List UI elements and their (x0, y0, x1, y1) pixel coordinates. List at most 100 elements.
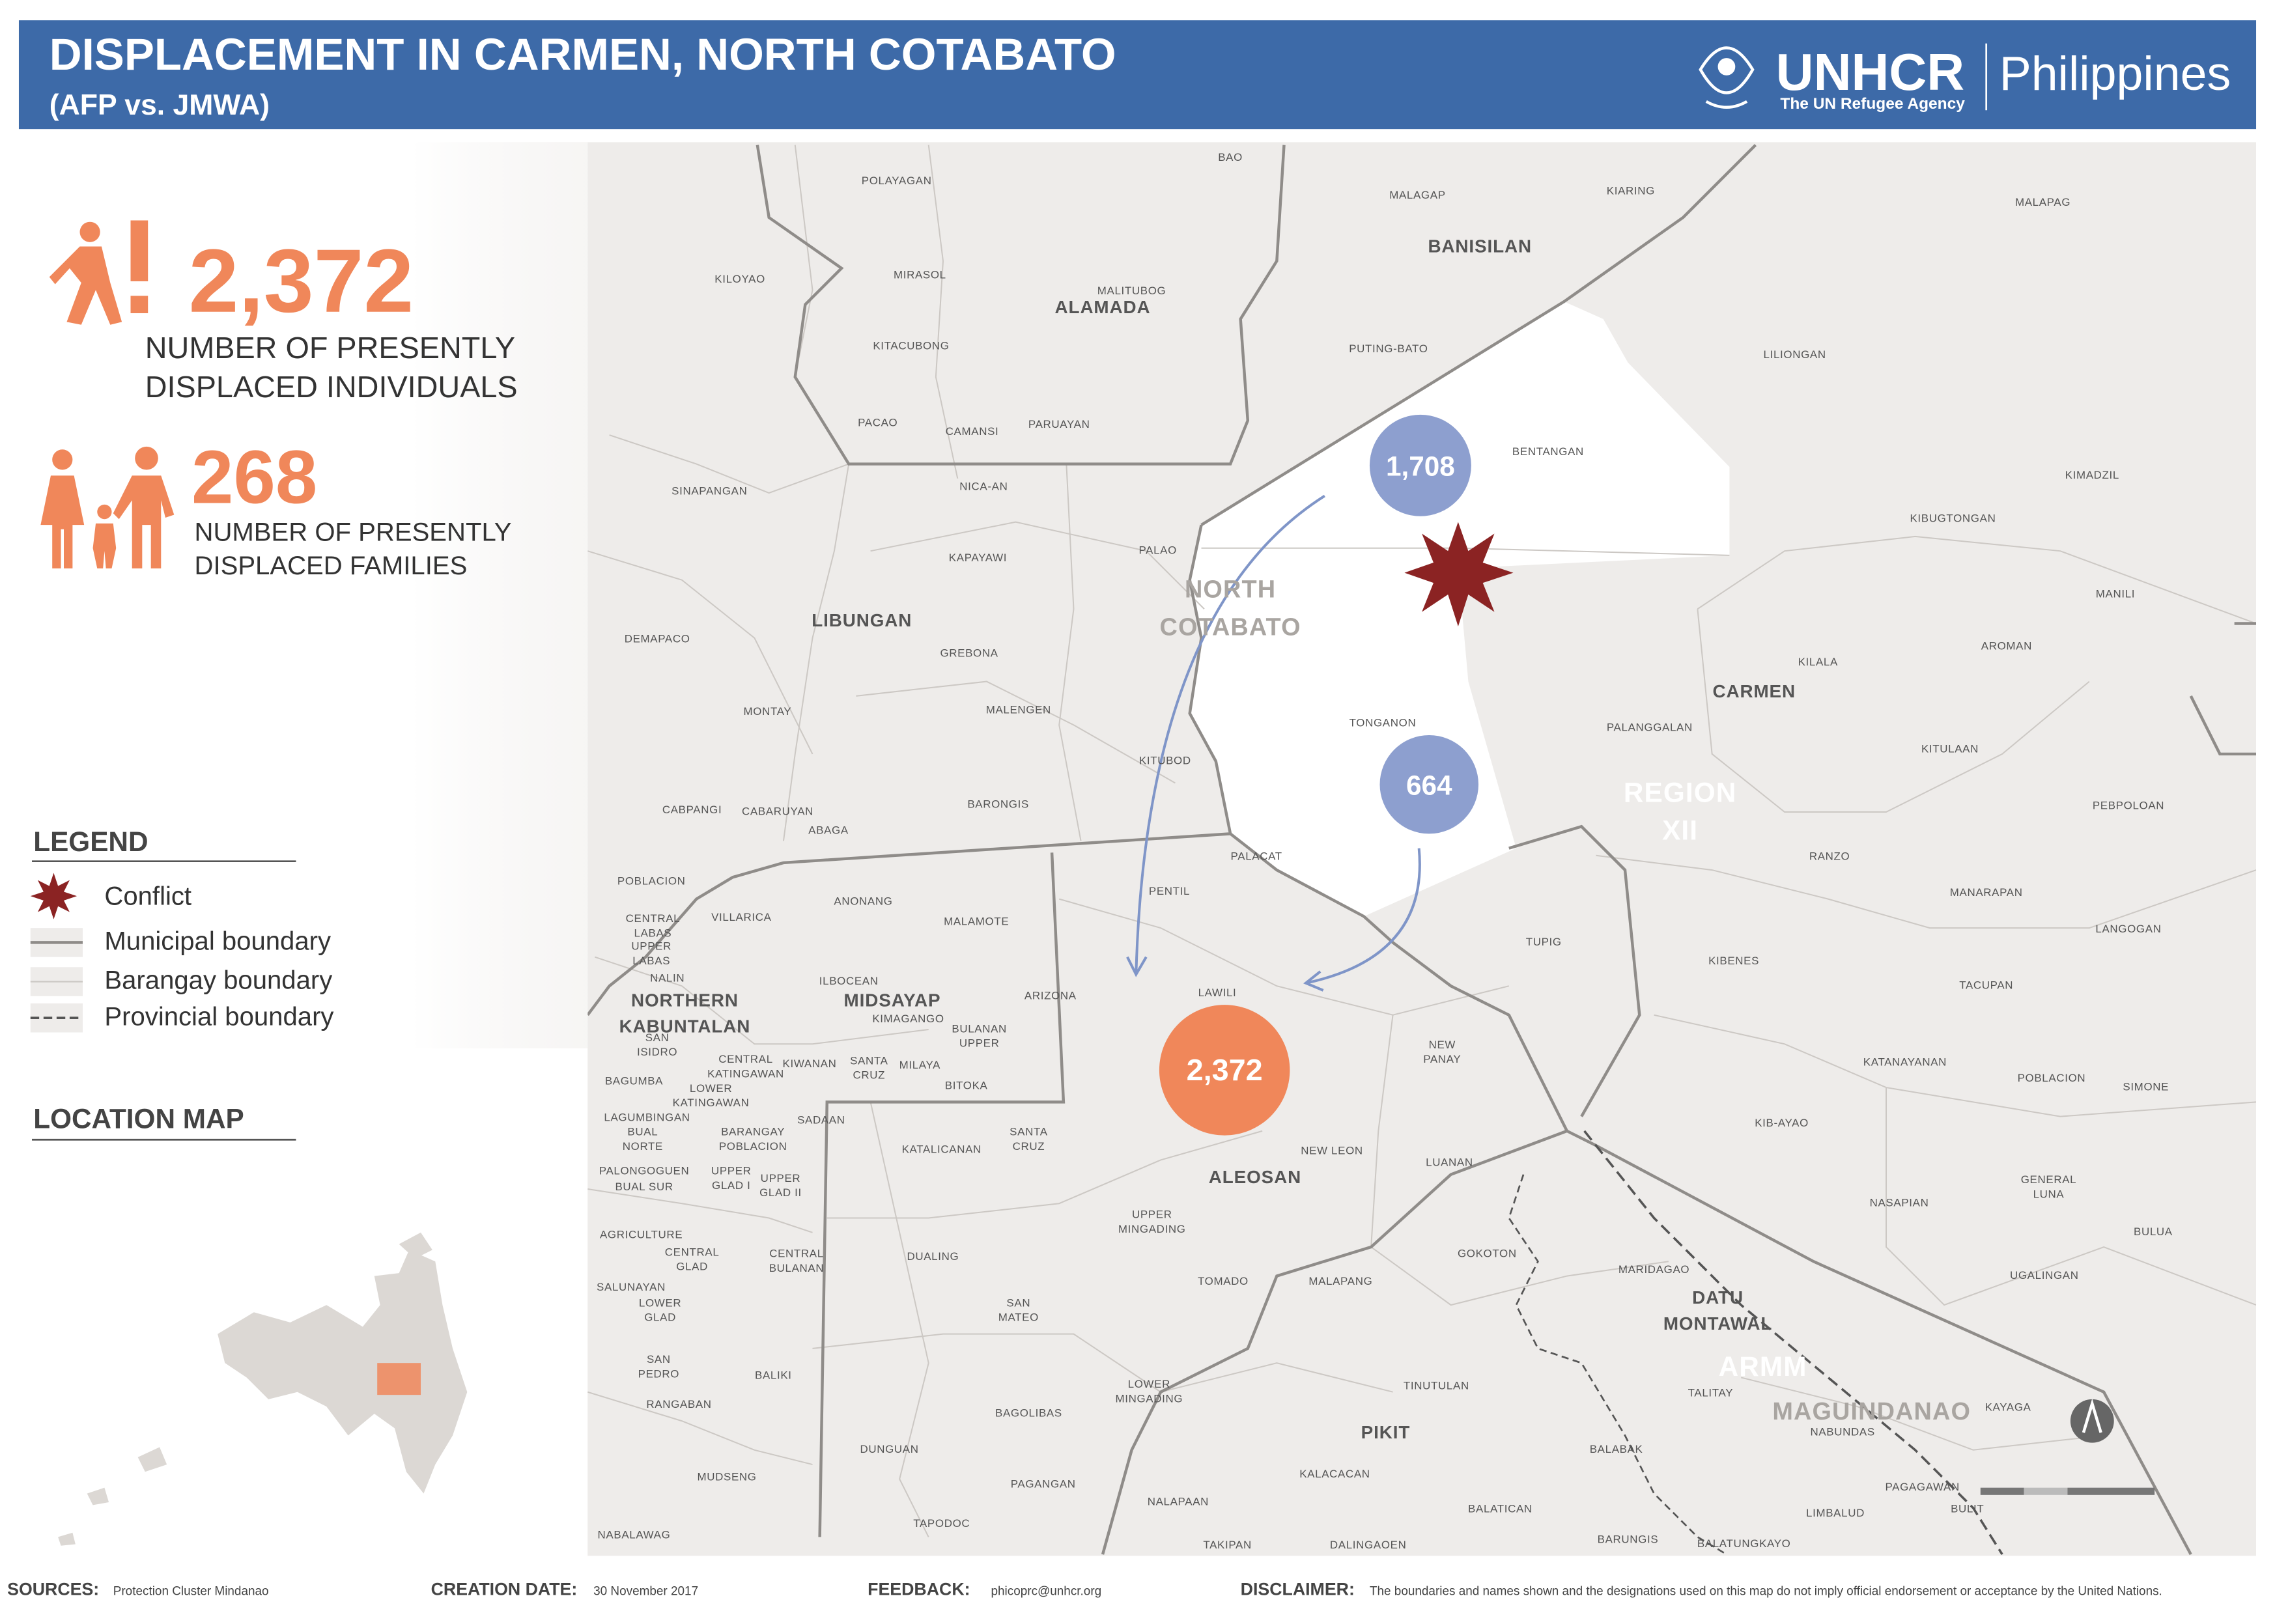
barangay-label: UPPER (631, 940, 671, 953)
footer-label: CREATION DATE: (431, 1579, 578, 1599)
barangay-label: TINUTULAN (1404, 1379, 1469, 1392)
barangay-label: CENTRAL (665, 1246, 720, 1258)
footer-text: phicoprc@unhcr.org (991, 1584, 1102, 1598)
municipality-label: MONTAWAL (1663, 1313, 1772, 1334)
barangay-label: PALAO (1138, 544, 1176, 557)
barangay-label: LUANAN (1426, 1156, 1473, 1168)
barangay-label: SANTA (850, 1054, 888, 1067)
barangay-label: GLAD (676, 1261, 708, 1273)
barangay-label: MALAGAP (1389, 189, 1445, 201)
stat-label: NUMBER OF PRESENTLY (195, 518, 512, 547)
barangay-label: KILALA (1798, 656, 1838, 668)
barangay-label: KIARING (1607, 184, 1655, 197)
barangay-label: PEDRO (638, 1367, 679, 1380)
barangay-label: CENTRAL (626, 912, 681, 925)
barangay-label: MALENGEN (986, 704, 1051, 716)
barangay-label: CABPANGI (662, 804, 722, 816)
barangay-label: DEMAPACO (625, 632, 690, 645)
municipality-label: NORTHERN (631, 990, 739, 1010)
barangay-label: TAKIPAN (1203, 1539, 1252, 1551)
footer-label: FEEDBACK: (868, 1579, 970, 1599)
barangay-label: NABUNDAS (1810, 1426, 1874, 1438)
barangay-label: MONTAY (744, 705, 792, 718)
displacement-arrows (1126, 494, 1421, 992)
barangay-label: MUDSENG (698, 1471, 757, 1483)
stat-label: NUMBER OF PRESENTLY (145, 331, 515, 365)
barangay-label: DUNGUAN (860, 1443, 918, 1455)
barangay-label: POBLACION (719, 1140, 787, 1153)
barangay-label: PUTING-BATO (1349, 343, 1428, 355)
barangay-label: UGALINGAN (2010, 1269, 2079, 1281)
barangay-label: MALAMOTE (944, 916, 1009, 928)
footer-label: DISCLAIMER: (1241, 1579, 1355, 1599)
barangay-label: NEW LEON (1301, 1145, 1363, 1157)
displacement-bubbles: 1,708 664 2,372 (1159, 414, 1479, 1136)
barangay-label: MIRASOL (894, 269, 946, 281)
displacement-bubble (1379, 735, 1479, 834)
barangay-label: DALINGAOEN (1330, 1539, 1407, 1551)
barangay-label: BULANAN (952, 1022, 1007, 1035)
barangay-label: BUAL SUR (615, 1181, 673, 1193)
barangay-label: BULANAN (769, 1262, 825, 1274)
municipality-label: DATU (1692, 1287, 1744, 1308)
barangay-label: GENERAL (2021, 1173, 2077, 1186)
barangay-label: SADAAN (797, 1114, 845, 1127)
provincial-boundary-west (1508, 1174, 1727, 1556)
barangay-label: PALACAT (1231, 850, 1282, 862)
barangay-label: LIMBALUD (1806, 1507, 1865, 1519)
barangay-label: MALAPAG (2015, 196, 2070, 208)
barangay-label: AROMAN (1981, 640, 2032, 652)
barangay-label: NASAPIAN (1870, 1197, 1929, 1209)
barangay-label: VILLARICA (711, 911, 772, 923)
barangay-label: BARANGAY (721, 1126, 785, 1138)
barangay-label: SANTA (1010, 1126, 1048, 1138)
barangay-label: POBLACION (2018, 1072, 2086, 1084)
barangay-label: KALACACAN (1299, 1468, 1370, 1480)
barangay-label: KIMAGANGO (872, 1013, 944, 1025)
barangay-label: TUPIG (1526, 936, 1562, 948)
barangay-label: SINAPANGAN (671, 484, 747, 497)
mindanao-inset (58, 1232, 468, 1546)
barangay-label: BULIT (1951, 1503, 1984, 1515)
family-icon (40, 446, 175, 568)
barangay-label: BITOKA (945, 1079, 988, 1091)
barangay-label: LAGUMBINGAN (604, 1111, 690, 1123)
footer-text: 30 November 2017 (593, 1584, 698, 1598)
footer: SOURCES: Protection Cluster Mindanao CREAT… (7, 1579, 2162, 1599)
municipality-label: MIDSAYAP (844, 990, 941, 1010)
title: DISPLACEMENT IN CARMEN, NORTH COTABATO (49, 29, 1116, 79)
barangay-label: KITACUBONG (873, 340, 949, 352)
legend-item: Barangay boundary (104, 966, 332, 995)
bubble-label: 664 (1406, 770, 1452, 800)
municipality-label: BANISILAN (1428, 236, 1532, 256)
barangay-label: MILAYA (899, 1059, 941, 1071)
barangay-label: BALATUNGKAYO (1697, 1537, 1791, 1550)
region-label: MAGUINDANAO (1772, 1398, 1971, 1425)
barangay-label: BULUA (2134, 1225, 2173, 1238)
barangay-label: LABAS (634, 927, 672, 940)
barangay-label: KIB-AYAO (1755, 1117, 1809, 1129)
barangay-label: KIWANAN (783, 1057, 837, 1070)
barangay-label: UPPER (761, 1172, 801, 1184)
stat-value: 2,372 (189, 231, 414, 331)
barangay-label: LOWER (1128, 1378, 1170, 1390)
barangay-label: MALITUBOG (1097, 285, 1166, 297)
legend-title: LEGEND (33, 826, 148, 857)
barangay-label: KIBUGTONGAN (1910, 512, 1996, 525)
barangay-label: UPPER (1132, 1209, 1172, 1221)
barangay-label: KATALICANAN (902, 1143, 982, 1155)
barangay-label: KATINGAWAN (673, 1097, 750, 1109)
barangay-label: KAPAYAWI (949, 552, 1007, 564)
legend-conflict-symbol (30, 873, 78, 919)
barangay-label: UPPER (959, 1037, 1000, 1050)
provincial-boundary (1583, 1130, 2003, 1556)
barangay-label: MALAPANG (1308, 1275, 1372, 1287)
barangay-label: ISIDRO (637, 1046, 677, 1058)
north-arrow (2070, 1398, 2114, 1443)
region-label: NORTH (1185, 576, 1276, 603)
stat-value: 268 (191, 435, 317, 520)
barangay-label: TONGANON (1349, 717, 1417, 729)
region-label: REGION (1624, 777, 1737, 807)
region-label: ARMM (1719, 1351, 1807, 1382)
barangay-label: NORTE (623, 1140, 663, 1153)
